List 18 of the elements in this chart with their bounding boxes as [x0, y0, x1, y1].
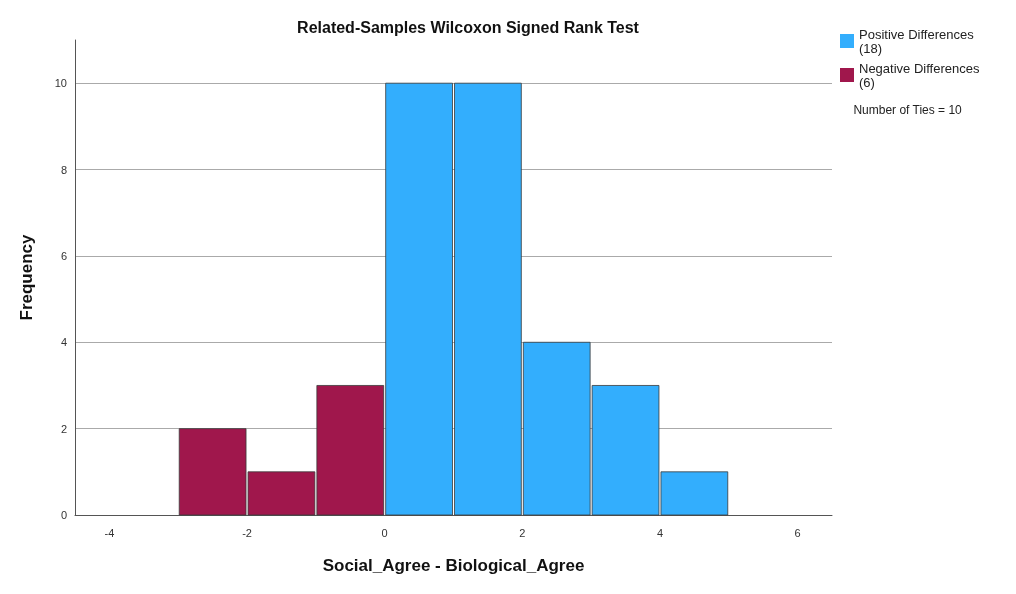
x-axis-title: Social_Agree - Biological_Agree	[322, 556, 585, 575]
y-axis-title: Frequency	[17, 233, 36, 321]
x-tick-label: 4	[656, 526, 664, 539]
y-tick-label: 8	[60, 163, 67, 176]
legend-label: Negative Differences (6)	[859, 60, 984, 90]
x-tick-label: -4	[104, 526, 115, 539]
x-tick-label: 0	[381, 526, 388, 539]
x-tick-label: -2	[242, 526, 252, 539]
y-tick-label: 2	[60, 422, 67, 435]
y-tick-label: 10	[54, 77, 67, 90]
chart-title: Related-Samples Wilcoxon Signed Rank Test	[297, 18, 640, 36]
legend-label: Positive Differences (18)	[859, 26, 978, 56]
x-tick-label: 2	[519, 526, 526, 539]
y-tick-label: 0	[60, 509, 67, 521]
y-tick-label: 4	[60, 336, 67, 349]
y-tick-label: 6	[60, 249, 67, 262]
text: Number of Ties = 10	[853, 103, 963, 117]
x-tick-label: 6	[794, 526, 801, 539]
